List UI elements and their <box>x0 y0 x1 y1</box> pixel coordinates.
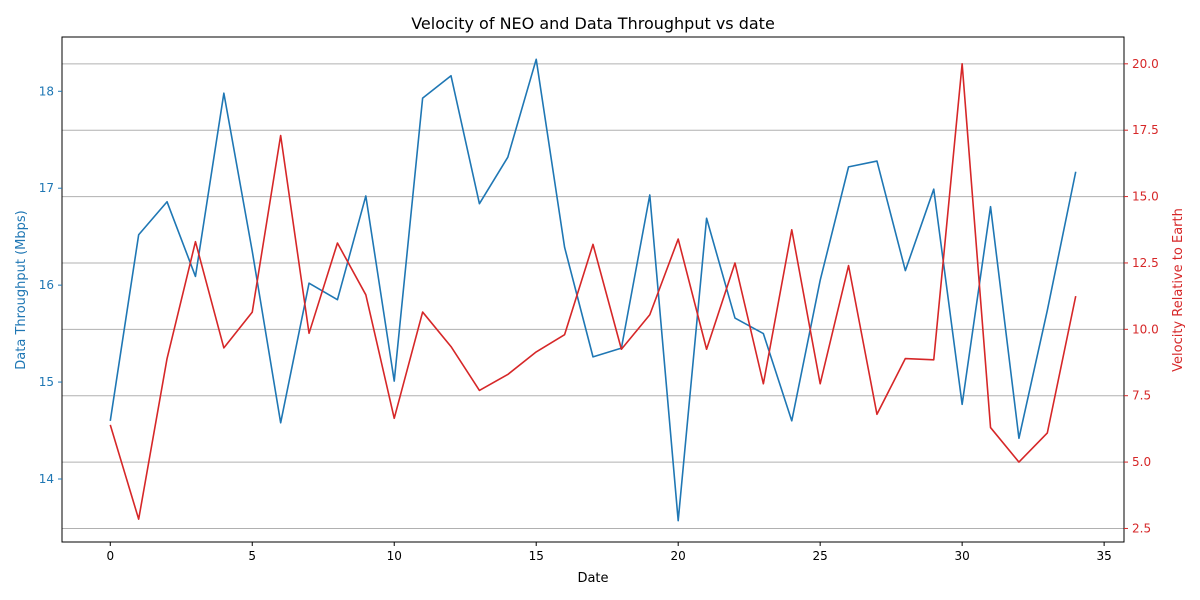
x-tick-label: 5 <box>248 549 256 563</box>
right-y-axis-label: Velocity Relative to Earth <box>1171 208 1186 372</box>
right-y-tick-label: 20.0 <box>1132 57 1159 71</box>
x-tick-label: 25 <box>813 549 828 563</box>
left-y-axis-ticks: 14 15 16 17 18 <box>39 84 62 486</box>
x-axis-label: Date <box>577 571 608 586</box>
left-y-tick-label: 14 <box>39 472 54 486</box>
x-axis-ticks: 0 5 10 15 20 25 30 35 <box>106 542 1112 563</box>
x-tick-label: 10 <box>387 549 402 563</box>
right-y-tick-label: 7.5 <box>1132 389 1151 403</box>
x-tick-label: 30 <box>955 549 970 563</box>
left-y-tick-label: 15 <box>39 375 54 389</box>
right-y-tick-label: 10.0 <box>1132 322 1159 336</box>
right-y-axis-ticks: 2.5 5.0 7.5 10.0 12.5 15.0 17.5 20.0 <box>1124 57 1159 535</box>
data-throughput-line <box>109 58 1077 522</box>
left-y-tick-label: 16 <box>39 278 54 292</box>
left-y-axis-label: Data Throughput (Mbps) <box>14 210 29 369</box>
x-tick-label: 0 <box>106 549 114 563</box>
velocity-line <box>109 63 1077 520</box>
x-tick-label: 15 <box>529 549 544 563</box>
right-y-tick-label: 2.5 <box>1132 521 1151 535</box>
right-y-tick-label: 12.5 <box>1132 256 1159 270</box>
right-y-tick-label: 15.0 <box>1132 190 1159 204</box>
right-y-tick-label: 5.0 <box>1132 455 1151 469</box>
right-y-tick-label: 17.5 <box>1132 123 1159 137</box>
x-tick-label: 20 <box>671 549 686 563</box>
chart-title: Velocity of NEO and Data Throughput vs d… <box>411 14 775 33</box>
x-tick-label: 35 <box>1096 549 1111 563</box>
series-lines <box>109 58 1077 522</box>
left-y-tick-label: 18 <box>39 84 54 98</box>
plot-frame <box>61 36 1125 543</box>
left-y-tick-label: 17 <box>39 181 54 195</box>
